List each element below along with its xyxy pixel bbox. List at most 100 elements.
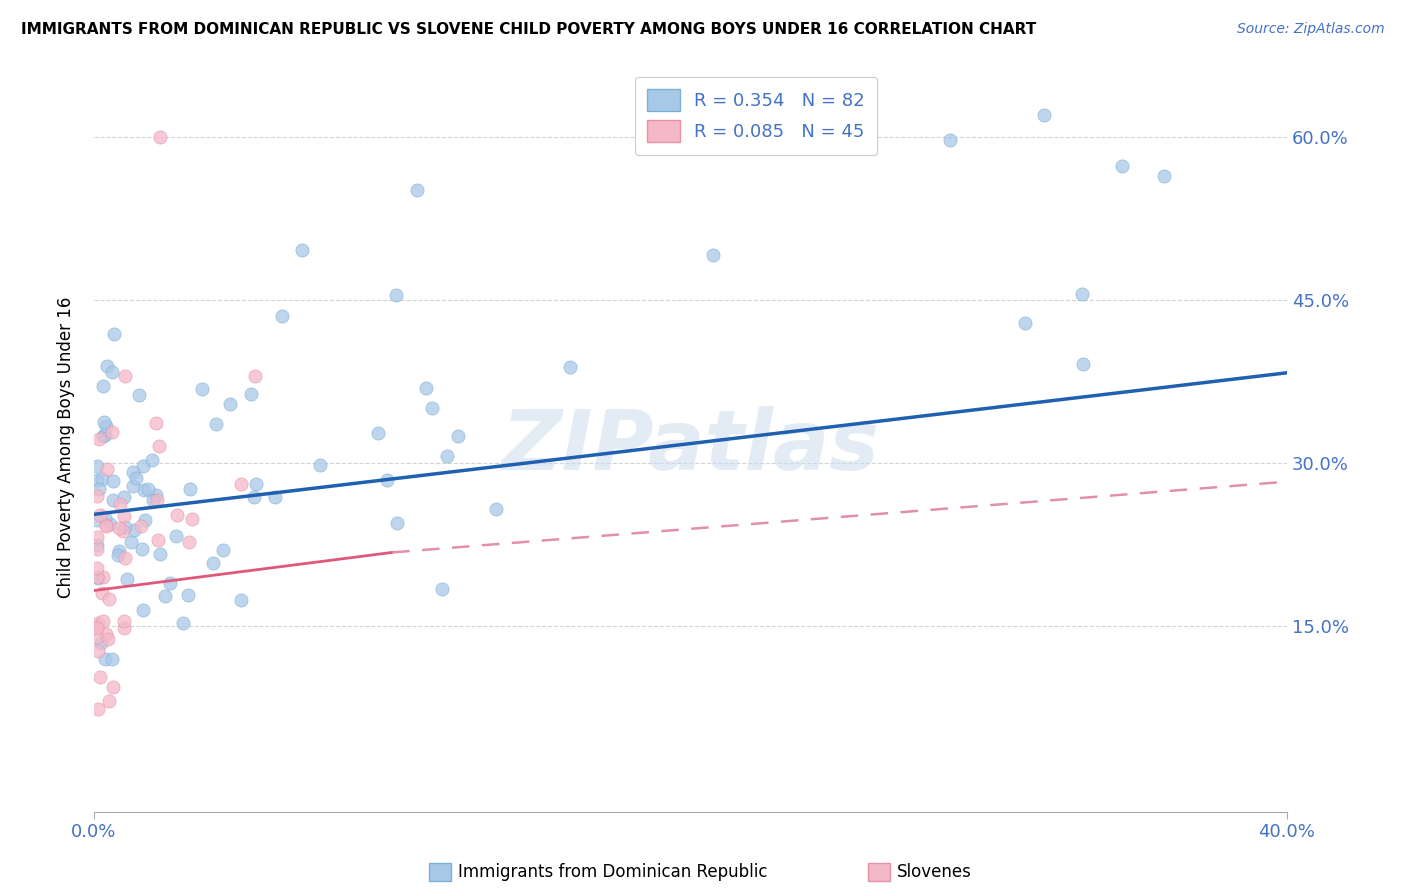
Point bbox=[148, 129, 170, 144]
Point bbox=[149, 548, 172, 562]
Point bbox=[114, 369, 136, 384]
Point bbox=[1111, 159, 1133, 173]
Point bbox=[205, 417, 228, 431]
Point bbox=[86, 619, 108, 633]
Point bbox=[309, 458, 332, 472]
Point bbox=[103, 474, 125, 488]
Text: IMMIGRANTS FROM DOMINICAN REPUBLIC VS SLOVENE CHILD POVERTY AMONG BOYS UNDER 16 : IMMIGRANTS FROM DOMINICAN REPUBLIC VS SL… bbox=[21, 22, 1036, 37]
Point bbox=[114, 551, 136, 566]
Point bbox=[96, 359, 118, 373]
Point bbox=[134, 512, 156, 526]
Point bbox=[103, 326, 125, 341]
Point bbox=[107, 521, 129, 535]
Point bbox=[101, 365, 124, 379]
Point bbox=[93, 652, 115, 666]
Point bbox=[211, 543, 233, 558]
Point bbox=[86, 473, 108, 487]
Point bbox=[179, 535, 201, 549]
Point bbox=[94, 428, 117, 442]
Point bbox=[101, 652, 124, 666]
Point bbox=[129, 519, 152, 533]
Point bbox=[245, 476, 267, 491]
Point bbox=[96, 462, 118, 476]
Point bbox=[291, 243, 314, 257]
Point bbox=[86, 513, 108, 527]
Point bbox=[125, 471, 148, 485]
Point bbox=[385, 516, 408, 530]
Point bbox=[146, 492, 169, 507]
Point bbox=[89, 482, 111, 496]
Point bbox=[128, 388, 150, 402]
Point bbox=[406, 184, 429, 198]
Point bbox=[177, 588, 200, 602]
Point bbox=[436, 449, 458, 463]
Point bbox=[702, 248, 724, 262]
Point bbox=[191, 383, 214, 397]
Point bbox=[1014, 317, 1036, 331]
Point bbox=[86, 571, 108, 585]
Point bbox=[132, 603, 155, 617]
Point bbox=[107, 548, 129, 562]
Point bbox=[98, 517, 121, 532]
Point bbox=[166, 529, 188, 543]
Point bbox=[141, 452, 163, 467]
Point bbox=[91, 429, 114, 443]
Point bbox=[153, 589, 176, 603]
Point bbox=[415, 381, 437, 395]
Point bbox=[90, 636, 112, 650]
Point bbox=[87, 432, 110, 446]
Point bbox=[1071, 286, 1094, 301]
Point bbox=[243, 369, 266, 384]
Point bbox=[219, 397, 242, 411]
Point bbox=[101, 425, 124, 440]
Point bbox=[87, 701, 110, 715]
Point bbox=[367, 425, 389, 440]
Point bbox=[112, 615, 135, 629]
Y-axis label: Child Poverty Among Boys Under 16: Child Poverty Among Boys Under 16 bbox=[58, 296, 75, 598]
Text: Slovenes: Slovenes bbox=[897, 863, 972, 881]
Point bbox=[179, 482, 201, 496]
Point bbox=[240, 387, 263, 401]
Point bbox=[558, 359, 581, 374]
Text: ZIPatlas: ZIPatlas bbox=[502, 407, 879, 487]
Point bbox=[103, 493, 125, 508]
Point bbox=[89, 508, 111, 522]
Point bbox=[86, 489, 108, 503]
Point bbox=[114, 520, 136, 534]
Point bbox=[91, 586, 114, 600]
Point bbox=[87, 644, 110, 658]
Point bbox=[1071, 358, 1094, 372]
Point bbox=[136, 482, 159, 496]
Text: Immigrants from Dominican Republic: Immigrants from Dominican Republic bbox=[458, 863, 768, 881]
Point bbox=[91, 472, 114, 486]
Point bbox=[91, 379, 114, 393]
Point bbox=[201, 556, 224, 570]
Point bbox=[120, 535, 142, 549]
Point bbox=[94, 627, 117, 641]
Point bbox=[112, 524, 135, 538]
Point bbox=[384, 288, 406, 302]
Point bbox=[939, 132, 962, 146]
Point bbox=[181, 512, 204, 526]
Text: Source: ZipAtlas.com: Source: ZipAtlas.com bbox=[1237, 22, 1385, 37]
Point bbox=[263, 490, 285, 504]
Point bbox=[420, 401, 443, 416]
Point bbox=[86, 570, 108, 584]
Point bbox=[271, 310, 294, 324]
Point bbox=[112, 490, 135, 504]
Point bbox=[108, 544, 131, 558]
Point bbox=[115, 573, 138, 587]
Point bbox=[122, 479, 145, 493]
Point bbox=[86, 458, 108, 473]
Point bbox=[159, 576, 181, 591]
Point bbox=[86, 561, 108, 575]
Point bbox=[485, 502, 508, 516]
Point bbox=[134, 483, 156, 498]
Point bbox=[94, 519, 117, 533]
Point bbox=[145, 488, 167, 502]
Point bbox=[242, 491, 264, 505]
Point bbox=[166, 508, 188, 522]
Point bbox=[121, 466, 143, 480]
Point bbox=[1033, 108, 1056, 122]
Point bbox=[89, 670, 111, 684]
